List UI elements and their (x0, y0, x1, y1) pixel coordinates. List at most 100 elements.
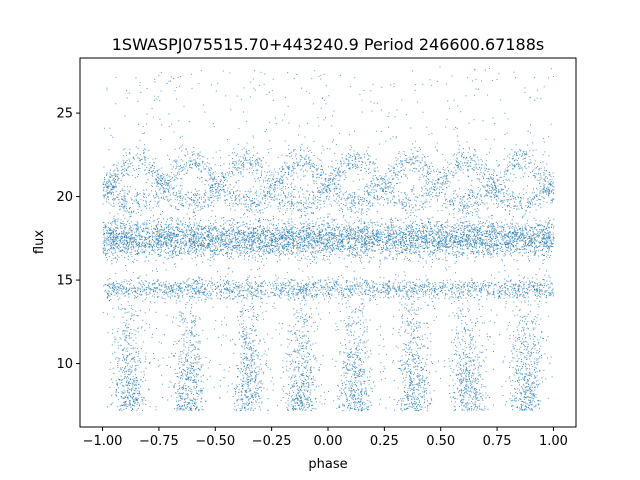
scatter-point (393, 225, 394, 226)
scatter-point (422, 241, 423, 242)
scatter-point (105, 253, 106, 254)
scatter-point (181, 252, 182, 253)
scatter-point (221, 235, 222, 236)
scatter-point (476, 246, 477, 247)
scatter-point (513, 252, 514, 253)
scatter-point (136, 243, 137, 244)
scatter-point (543, 234, 544, 235)
scatter-point (203, 228, 204, 229)
scatter-point (533, 241, 534, 242)
scatter-point (244, 259, 245, 260)
scatter-point (118, 245, 119, 246)
scatter-point (147, 224, 148, 225)
scatter-point (192, 243, 193, 244)
scatter-point (352, 239, 353, 240)
scatter-point (403, 248, 404, 249)
scatter-point (464, 229, 465, 230)
scatter-point (324, 224, 325, 225)
scatter-point (129, 243, 130, 244)
scatter-point (218, 243, 219, 244)
scatter-point (276, 243, 277, 244)
scatter-point (346, 234, 347, 235)
scatter-point (203, 243, 204, 244)
scatter-point (328, 213, 329, 214)
scatter-point (183, 236, 184, 237)
scatter-point (194, 231, 195, 232)
scatter-point (525, 228, 526, 229)
scatter-point (146, 256, 147, 257)
scatter-point (153, 228, 154, 229)
scatter-point (217, 233, 218, 234)
scatter-point (167, 237, 168, 238)
scatter-point (162, 230, 163, 231)
scatter-point (215, 247, 216, 248)
scatter-point (390, 236, 391, 237)
scatter-point (179, 250, 180, 251)
scatter-point (378, 242, 379, 243)
scatter-point (391, 224, 392, 225)
scatter-point (140, 251, 141, 252)
scatter-point (235, 237, 236, 238)
scatter-point (179, 229, 180, 230)
scatter-point (506, 224, 507, 225)
scatter-point (355, 235, 356, 236)
scatter-point (267, 231, 268, 232)
scatter-point (196, 250, 197, 251)
scatter-point (501, 259, 502, 260)
scatter-point (413, 237, 414, 238)
scatter-point (516, 245, 517, 246)
scatter-point (434, 226, 435, 227)
scatter-point (439, 249, 440, 250)
scatter-point (260, 256, 261, 257)
scatter-point (492, 218, 493, 219)
scatter-point (510, 226, 511, 227)
scatter-point (407, 248, 408, 249)
scatter-point (336, 240, 337, 241)
scatter-point (141, 246, 142, 247)
scatter-point (158, 221, 159, 222)
scatter-point (323, 226, 324, 227)
scatter-point (190, 224, 191, 225)
scatter-point (451, 231, 452, 232)
scatter-point (418, 238, 419, 239)
scatter-point (415, 247, 416, 248)
scatter-point (530, 230, 531, 231)
scatter-point (460, 222, 461, 223)
scatter-point (284, 238, 285, 239)
scatter-point (495, 238, 496, 239)
scatter-point (251, 249, 252, 250)
scatter-point (452, 249, 453, 250)
scatter-point (361, 232, 362, 233)
scatter-point (410, 243, 411, 244)
scatter-point (174, 249, 175, 250)
scatter-point (220, 240, 221, 241)
scatter-point (303, 227, 304, 228)
scatter-point (137, 251, 138, 252)
scatter-point (176, 246, 177, 247)
scatter-point (147, 238, 148, 239)
scatter-point (544, 226, 545, 227)
scatter-point (173, 230, 174, 231)
scatter-point (442, 240, 443, 241)
scatter-point (237, 247, 238, 248)
scatter-point (328, 227, 329, 228)
scatter-point (473, 231, 474, 232)
scatter-point (125, 247, 126, 248)
scatter-point (303, 246, 304, 247)
scatter-point (522, 226, 523, 227)
scatter-point (227, 248, 228, 249)
scatter-point (220, 232, 221, 233)
scatter-point (155, 238, 156, 239)
scatter-point (453, 227, 454, 228)
scatter-point (181, 246, 182, 247)
scatter-point (358, 232, 359, 233)
scatter-point (154, 236, 155, 237)
scatter-point (236, 227, 237, 228)
scatter-point (548, 218, 549, 219)
scatter-point (181, 253, 182, 254)
scatter-point (549, 249, 550, 250)
scatter-point (519, 249, 520, 250)
scatter-point (395, 227, 396, 228)
scatter-point (248, 232, 249, 233)
